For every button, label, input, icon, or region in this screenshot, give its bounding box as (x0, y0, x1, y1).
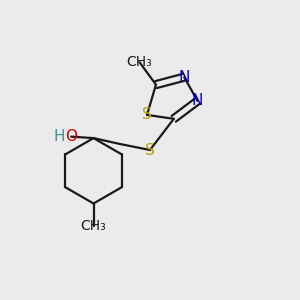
Text: S: S (142, 107, 152, 122)
Text: CH₃: CH₃ (127, 55, 152, 69)
Text: N: N (192, 94, 203, 109)
Text: N: N (178, 70, 190, 85)
Text: H: H (54, 129, 65, 144)
Text: CH₃: CH₃ (81, 219, 106, 233)
Text: S: S (145, 142, 155, 158)
Text: O: O (65, 129, 77, 144)
